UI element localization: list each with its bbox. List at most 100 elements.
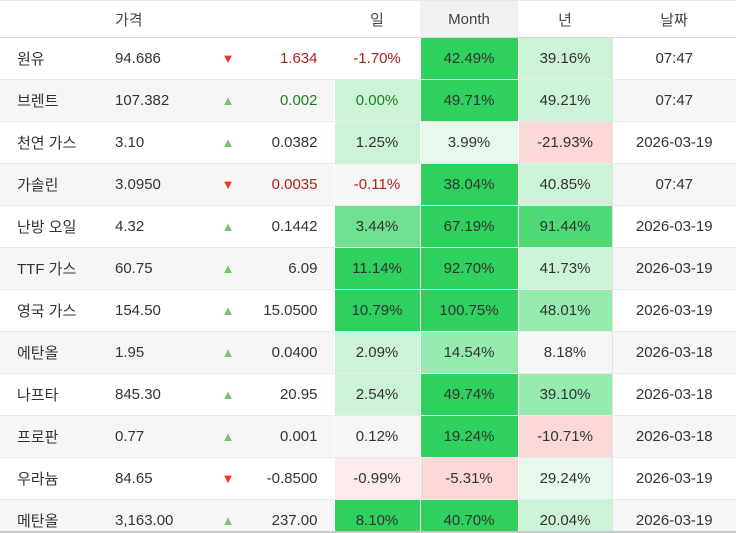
column-header-arrow [213,1,243,38]
price-value: 107.382 [113,79,213,122]
commodity-name[interactable]: 영국 가스 [0,289,113,332]
commodity-name[interactable]: 나프타 [0,373,113,416]
year-change-cell: 40.85% [517,163,612,206]
commodity-name[interactable]: 천연 가스 [0,121,113,164]
table-row: 원유 94.686 ▼ 1.634 -1.70% 42.49% 39.16% 0… [0,37,736,80]
price-value: 94.686 [113,37,213,80]
month-change-cell: 14.54% [419,331,518,374]
month-change-cell: 38.04% [419,163,518,206]
up-triangle-icon: ▲ [221,387,235,402]
table-row: 브렌트 107.382 ▲ 0.002 0.00% 49.71% 49.21% … [0,79,736,122]
up-triangle-icon: ▲ [221,219,235,234]
commodity-name[interactable]: 가솔린 [0,163,113,206]
month-change-cell: 49.74% [419,373,518,416]
date-cell: 2026-03-19 [611,121,736,164]
price-value: 845.30 [113,373,213,416]
date-cell: 2026-03-18 [611,373,736,416]
month-change-cell: 40.70% [419,499,518,531]
table-row: 에탄올 1.95 ▲ 0.0400 2.09% 14.54% 8.18% 202… [0,331,736,374]
table-row: 우라늄 84.65 ▼ -0.8500 -0.99% -5.31% 29.24%… [0,457,736,500]
up-triangle-icon: ▲ [221,513,235,528]
year-change-cell: -10.71% [517,415,612,458]
day-change-cell: -0.99% [333,457,420,500]
date-cell: 07:47 [611,79,736,122]
change-value: 0.002 [243,79,334,122]
day-change-cell: 2.54% [333,373,420,416]
change-value: 0.001 [243,415,334,458]
down-triangle-icon: ▼ [221,177,235,192]
year-change-cell: 49.21% [517,79,612,122]
table-row: 난방 오일 4.32 ▲ 0.1442 3.44% 67.19% 91.44% … [0,205,736,248]
price-value: 3.0950 [113,163,213,206]
date-cell: 2026-03-19 [611,205,736,248]
column-header-price[interactable]: 가격 [113,1,213,38]
month-change-cell: 42.49% [419,37,518,80]
year-change-cell: 29.24% [517,457,612,500]
month-change-cell: -5.31% [419,457,518,500]
commodity-name[interactable]: 에탄올 [0,331,113,374]
table-row: 나프타 845.30 ▲ 20.95 2.54% 49.74% 39.10% 2… [0,373,736,416]
change-value: 20.95 [243,373,334,416]
price-value: 60.75 [113,247,213,290]
date-cell: 2026-03-19 [611,247,736,290]
price-value: 3.10 [113,121,213,164]
column-header-month[interactable]: Month [420,1,518,38]
commodity-name[interactable]: 메탄올 [0,499,113,531]
day-change-cell: 8.10% [333,499,420,531]
down-triangle-icon: ▼ [221,471,235,486]
change-value: 0.1442 [243,205,334,248]
date-cell: 07:47 [611,163,736,206]
column-header-change [243,1,334,38]
date-cell: 07:47 [611,37,736,80]
price-value: 0.77 [113,415,213,458]
year-change-cell: 20.04% [517,499,612,531]
header-row: 가격 일 Month 년 날짜 [0,1,736,38]
month-change-cell: 19.24% [419,415,518,458]
change-value: 1.634 [243,37,334,80]
date-cell: 2026-03-19 [611,457,736,500]
price-value: 1.95 [113,331,213,374]
up-triangle-icon: ▲ [221,135,235,150]
year-change-cell: 39.16% [517,37,612,80]
day-change-cell: -1.70% [333,37,420,80]
day-change-cell: -0.11% [333,163,420,206]
commodity-name[interactable]: 난방 오일 [0,205,113,248]
change-value: 15.0500 [243,289,334,332]
column-header-date[interactable]: 날짜 [612,1,736,38]
day-change-cell: 3.44% [333,205,420,248]
price-value: 3,163.00 [113,499,213,531]
up-triangle-icon: ▲ [221,93,235,108]
year-change-cell: 41.73% [517,247,612,290]
table-body: 원유 94.686 ▼ 1.634 -1.70% 42.49% 39.16% 0… [0,37,736,531]
date-cell: 2026-03-19 [611,499,736,531]
up-triangle-icon: ▲ [221,429,235,444]
down-triangle-icon: ▼ [221,51,235,66]
table-row: TTF 가스 60.75 ▲ 6.09 11.14% 92.70% 41.73%… [0,247,736,290]
month-change-cell: 92.70% [419,247,518,290]
change-value: 0.0400 [243,331,334,374]
year-change-cell: 39.10% [517,373,612,416]
day-change-cell: 10.79% [333,289,420,332]
day-change-cell: 1.25% [333,121,420,164]
up-triangle-icon: ▲ [221,345,235,360]
table-row: 천연 가스 3.10 ▲ 0.0382 1.25% 3.99% -21.93% … [0,121,736,164]
commodity-name[interactable]: TTF 가스 [0,247,113,290]
change-value: 0.0035 [243,163,334,206]
change-value: 6.09 [243,247,334,290]
column-header-day[interactable]: 일 [334,1,420,38]
commodity-name[interactable]: 우라늄 [0,457,113,500]
month-change-cell: 100.75% [419,289,518,332]
commodity-name[interactable]: 프로판 [0,415,113,458]
year-change-cell: 8.18% [517,331,612,374]
date-cell: 2026-03-18 [611,415,736,458]
year-change-cell: 91.44% [517,205,612,248]
month-change-cell: 67.19% [419,205,518,248]
day-change-cell: 11.14% [333,247,420,290]
commodity-name[interactable]: 원유 [0,37,113,80]
year-change-cell: 48.01% [517,289,612,332]
price-value: 154.50 [113,289,213,332]
column-header-year[interactable]: 년 [518,1,612,38]
commodity-name[interactable]: 브렌트 [0,79,113,122]
